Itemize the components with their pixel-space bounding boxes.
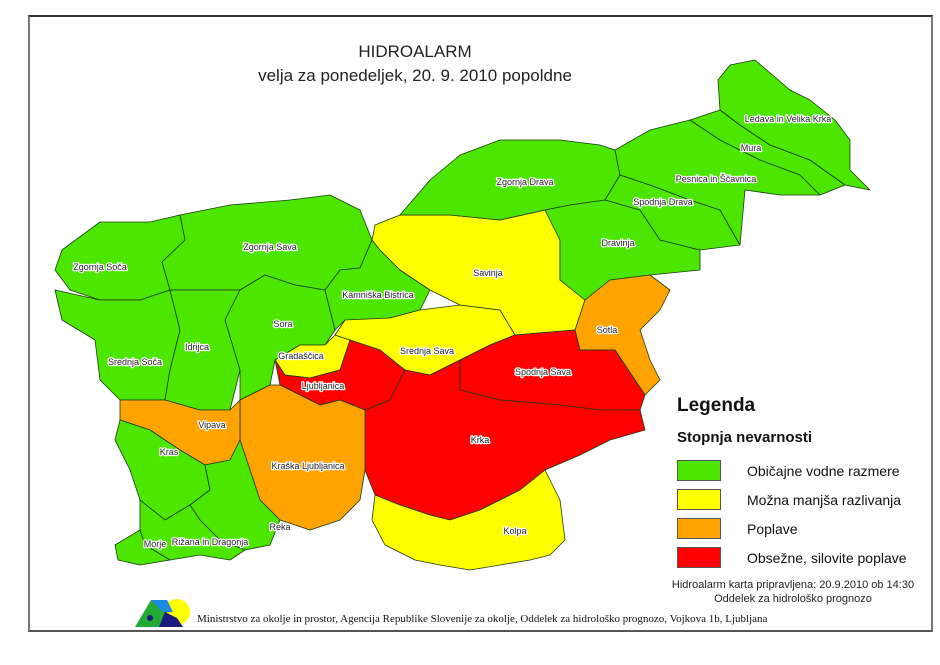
legend-item: Običajne vodne razmere bbox=[677, 456, 907, 485]
region-zgornja-soca bbox=[54, 214, 186, 301]
region-label: Pesnica in Ščavnica bbox=[676, 174, 757, 184]
prepared-date: Hidroalarm karta pripravljena: 20.9.2010… bbox=[671, 579, 915, 591]
legend-title: Legenda bbox=[677, 395, 756, 416]
region-label: Zgornja Drava bbox=[496, 177, 553, 187]
legend-item: Poplave bbox=[677, 514, 907, 543]
region-label: Kamniška Bistrica bbox=[342, 290, 414, 300]
legend-swatch-green bbox=[677, 460, 721, 481]
map-frame bbox=[28, 15, 933, 632]
region-label: Srednja Soča bbox=[108, 357, 162, 367]
footer-text: Ministrstvo za okolje in prostor, Agenci… bbox=[197, 613, 768, 625]
legend-item: Možna manjša razlivanja bbox=[677, 485, 907, 514]
region-label: Ljubljanica bbox=[302, 381, 345, 391]
legend-label: Običajne vodne razmere bbox=[747, 462, 900, 479]
region-label: Kras bbox=[160, 447, 179, 457]
region-label: Zgornja Sava bbox=[243, 242, 297, 252]
arso-logo bbox=[135, 599, 190, 627]
legend-item: Obsežne, silovite poplave bbox=[677, 543, 907, 572]
map-title: HIDROALARM velja za ponedeljek, 20. 9. 2… bbox=[215, 40, 615, 88]
region-label: Vipava bbox=[198, 420, 225, 430]
region-label: Krka bbox=[471, 435, 490, 445]
region-label: Morje bbox=[144, 539, 167, 549]
region-label: Sora bbox=[273, 319, 292, 329]
legend-swatch-red bbox=[677, 547, 721, 568]
region-label: Dravinja bbox=[601, 238, 634, 248]
region-label: Kolpa bbox=[503, 526, 526, 536]
region-label: Sotla bbox=[597, 325, 618, 335]
region-label: Spodnja Drava bbox=[633, 197, 693, 207]
region-label: Idrijca bbox=[185, 342, 209, 352]
region-label: Gradaščica bbox=[278, 351, 324, 361]
region-label: Savinja bbox=[473, 268, 503, 278]
legend-swatch-orange bbox=[677, 518, 721, 539]
region-srednja-soca bbox=[54, 289, 181, 401]
region-label: Srednja Sava bbox=[400, 346, 454, 356]
legend-subtitle: Stopnja nevarnosti bbox=[677, 429, 813, 446]
title-line2: velja za ponedeljek, 20. 9. 2010 popoldn… bbox=[258, 66, 572, 85]
title-line1: HIDROALARM bbox=[358, 42, 472, 61]
legend-label: Poplave bbox=[747, 520, 798, 537]
region-label: Rižana in Dragonja bbox=[172, 537, 249, 547]
region-label: Reka bbox=[269, 522, 290, 532]
region-label: Mura bbox=[741, 143, 762, 153]
legend-label: Obsežne, silovite poplave bbox=[747, 549, 907, 566]
legend-label: Možna manjša razlivanja bbox=[747, 491, 902, 508]
region-label: Spodnja Sava bbox=[515, 367, 571, 377]
region-ledava-in-velika-krka bbox=[717, 59, 871, 191]
department: Oddelek za hidrološko prognozo bbox=[714, 593, 872, 605]
region-morje bbox=[114, 529, 171, 566]
prepared-note: Hidroalarm karta pripravljena: 20.9.2010… bbox=[658, 578, 928, 606]
region-label: Zgornja Soča bbox=[73, 262, 127, 272]
region-label: Kraška Ljubljanica bbox=[271, 461, 344, 471]
region-kolpa bbox=[371, 469, 566, 571]
legend-swatch-yellow bbox=[677, 489, 721, 510]
legend: Legenda Stopnja nevarnosti Običajne vodn… bbox=[677, 395, 907, 572]
region-label: Ledava in Velika Krka bbox=[745, 114, 832, 124]
